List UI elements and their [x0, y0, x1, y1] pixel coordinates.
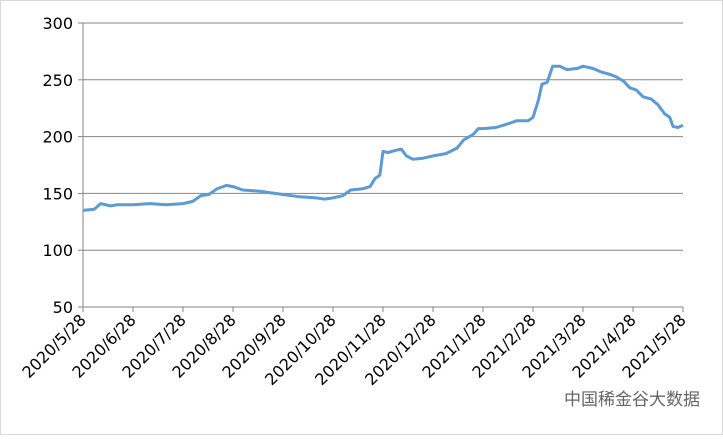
y-tick-label: 200 — [42, 128, 73, 147]
y-tick-label: 50 — [53, 298, 73, 317]
watermark: 中国稀金谷大数据 — [564, 390, 700, 410]
y-tick-label: 150 — [42, 184, 73, 203]
y-tick-label: 250 — [42, 71, 73, 90]
line — [82, 64, 684, 212]
y-tick-label: 300 — [42, 14, 73, 33]
y-tick-label: 100 — [42, 241, 73, 260]
